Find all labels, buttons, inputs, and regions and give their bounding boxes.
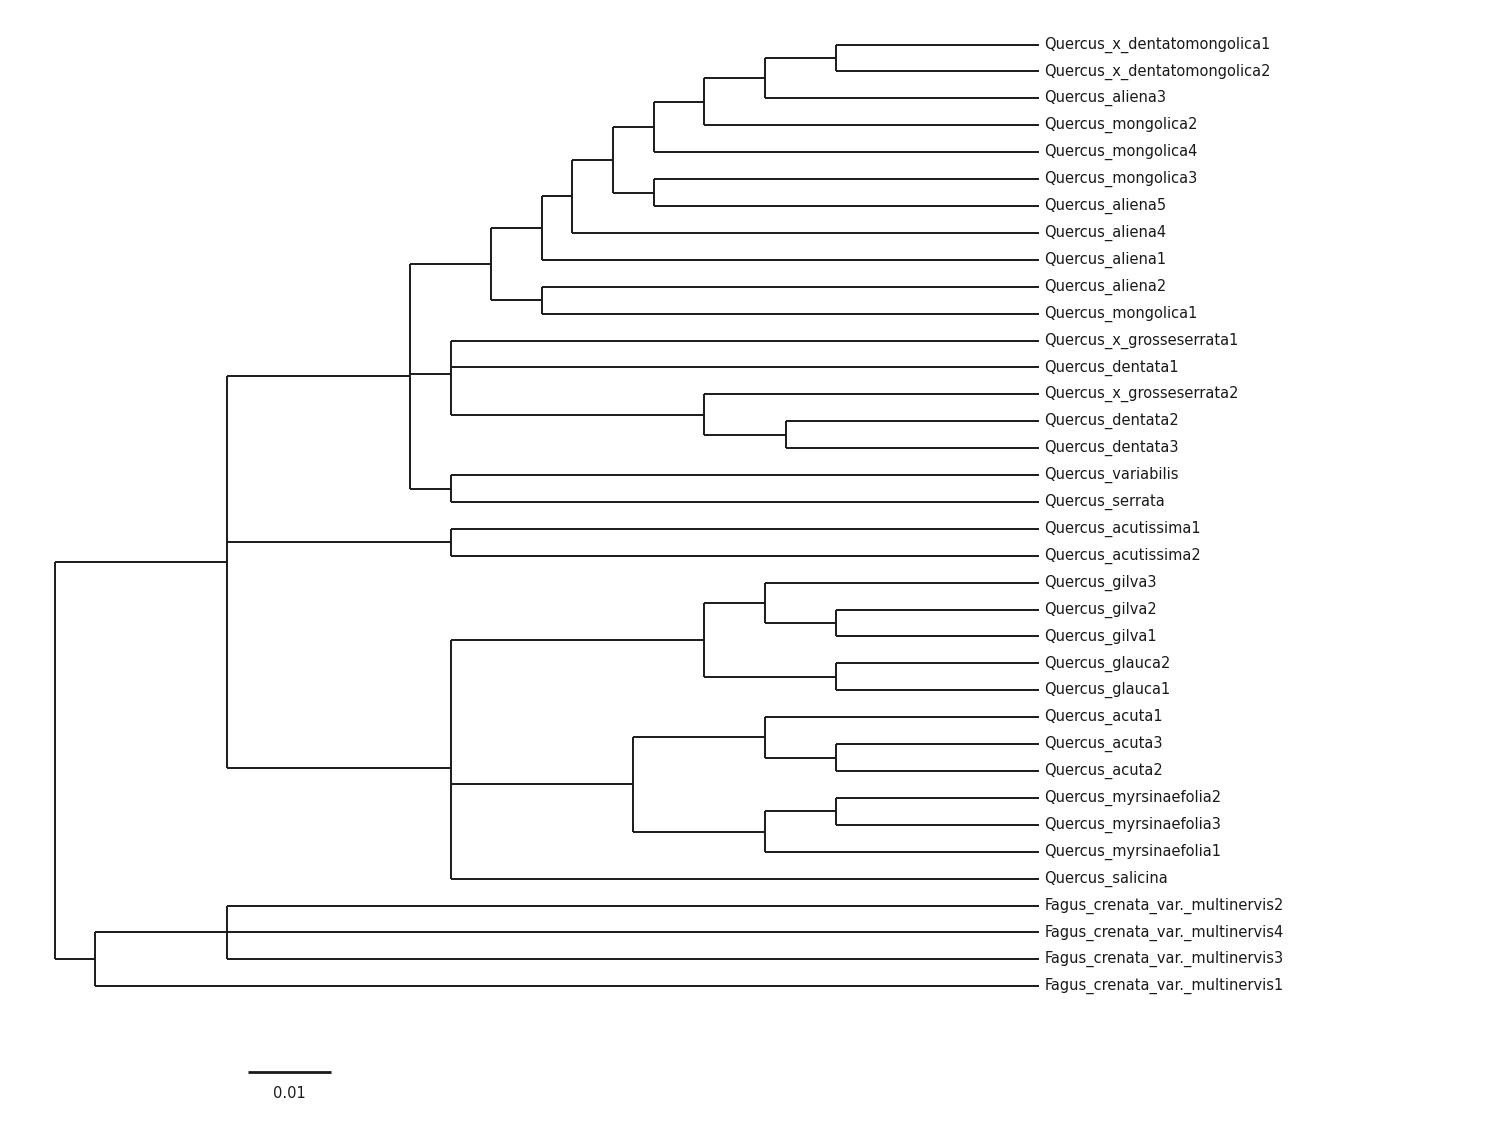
Text: Quercus_aliena2: Quercus_aliena2 (1044, 279, 1167, 295)
Text: Quercus_aliena3: Quercus_aliena3 (1044, 90, 1167, 107)
Text: Quercus_mongolica1: Quercus_mongolica1 (1044, 306, 1197, 322)
Text: Quercus_mongolica2: Quercus_mongolica2 (1044, 117, 1199, 134)
Text: Fagus_crenata_var._multinervis3: Fagus_crenata_var._multinervis3 (1044, 952, 1284, 968)
Text: Quercus_myrsinaefolia2: Quercus_myrsinaefolia2 (1044, 790, 1221, 806)
Text: Quercus_glauca1: Quercus_glauca1 (1044, 682, 1170, 699)
Text: Quercus_x_grosseserrata2: Quercus_x_grosseserrata2 (1044, 386, 1239, 403)
Text: Quercus_x_grosseserrata1: Quercus_x_grosseserrata1 (1044, 332, 1239, 349)
Text: Fagus_crenata_var._multinervis1: Fagus_crenata_var._multinervis1 (1044, 979, 1284, 994)
Text: Quercus_salicina: Quercus_salicina (1044, 871, 1168, 886)
Text: Quercus_mongolica4: Quercus_mongolica4 (1044, 144, 1197, 160)
Text: Quercus_variabilis: Quercus_variabilis (1044, 467, 1179, 483)
Text: Quercus_myrsinaefolia3: Quercus_myrsinaefolia3 (1044, 817, 1221, 832)
Text: Quercus_gilva2: Quercus_gilva2 (1044, 602, 1156, 618)
Text: 0.01: 0.01 (273, 1086, 306, 1101)
Text: Quercus_mongolica3: Quercus_mongolica3 (1044, 171, 1197, 187)
Text: Fagus_crenata_var._multinervis2: Fagus_crenata_var._multinervis2 (1044, 898, 1284, 914)
Text: Quercus_gilva1: Quercus_gilva1 (1044, 629, 1156, 645)
Text: Fagus_crenata_var._multinervis4: Fagus_crenata_var._multinervis4 (1044, 925, 1284, 940)
Text: Quercus_glauca2: Quercus_glauca2 (1044, 655, 1170, 672)
Text: Quercus_aliena1: Quercus_aliena1 (1044, 252, 1167, 268)
Text: Quercus_acutissima2: Quercus_acutissima2 (1044, 548, 1202, 564)
Text: Quercus_dentata1: Quercus_dentata1 (1044, 359, 1179, 376)
Text: Quercus_x_dentatomongolica2: Quercus_x_dentatomongolica2 (1044, 63, 1270, 80)
Text: Quercus_x_dentatomongolica1: Quercus_x_dentatomongolica1 (1044, 36, 1270, 53)
Text: Quercus_acuta1: Quercus_acuta1 (1044, 709, 1162, 726)
Text: Quercus_acuta3: Quercus_acuta3 (1044, 736, 1162, 753)
Text: Quercus_aliena5: Quercus_aliena5 (1044, 198, 1167, 214)
Text: Quercus_dentata3: Quercus_dentata3 (1044, 440, 1179, 457)
Text: Quercus_gilva3: Quercus_gilva3 (1044, 575, 1156, 591)
Text: Quercus_serrata: Quercus_serrata (1044, 494, 1166, 510)
Text: Quercus_acutissima1: Quercus_acutissima1 (1044, 521, 1202, 537)
Text: Quercus_acuta2: Quercus_acuta2 (1044, 763, 1162, 780)
Text: Quercus_myrsinaefolia1: Quercus_myrsinaefolia1 (1044, 844, 1221, 860)
Text: Quercus_aliena4: Quercus_aliena4 (1044, 225, 1167, 241)
Text: Quercus_dentata2: Quercus_dentata2 (1044, 413, 1179, 430)
